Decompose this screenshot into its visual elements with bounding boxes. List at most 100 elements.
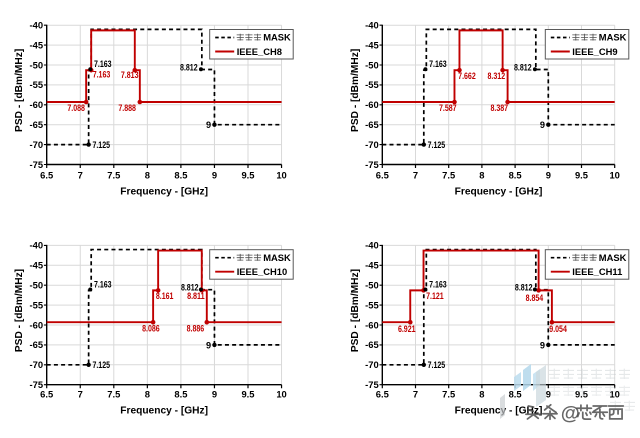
svg-text:7.121: 7.121 bbox=[426, 291, 444, 301]
svg-text:8.5: 8.5 bbox=[174, 170, 187, 181]
svg-text:-65: -65 bbox=[30, 339, 44, 350]
svg-text:9.5: 9.5 bbox=[241, 170, 254, 181]
svg-text:8.086: 8.086 bbox=[142, 324, 160, 334]
svg-text:9.5: 9.5 bbox=[575, 389, 588, 400]
svg-text:-45: -45 bbox=[30, 260, 44, 271]
svg-text:Frequency - [GHz]: Frequency - [GHz] bbox=[120, 187, 208, 198]
svg-text:7.088: 7.088 bbox=[67, 103, 85, 113]
svg-text:-75: -75 bbox=[365, 159, 379, 170]
svg-text:7: 7 bbox=[413, 170, 418, 181]
svg-text:10: 10 bbox=[609, 170, 619, 181]
svg-text:-50: -50 bbox=[365, 59, 379, 70]
svg-text:-60: -60 bbox=[30, 99, 44, 110]
svg-text:-65: -65 bbox=[365, 119, 379, 130]
svg-text:9: 9 bbox=[546, 170, 551, 181]
svg-text:-65: -65 bbox=[365, 339, 379, 350]
svg-text:-75: -75 bbox=[365, 379, 379, 390]
svg-text:-45: -45 bbox=[365, 39, 379, 50]
svg-text:9: 9 bbox=[540, 120, 545, 130]
svg-text:7.5: 7.5 bbox=[442, 389, 455, 400]
svg-text:9.5: 9.5 bbox=[575, 170, 588, 181]
svg-text:9.5: 9.5 bbox=[241, 389, 254, 400]
svg-text:-70: -70 bbox=[365, 359, 379, 370]
svg-text:PSD - [dBm/MHz]: PSD - [dBm/MHz] bbox=[350, 49, 361, 132]
svg-text:7.163: 7.163 bbox=[429, 59, 447, 69]
svg-text:7.125: 7.125 bbox=[428, 140, 446, 150]
svg-text:MASK: MASK bbox=[599, 32, 627, 43]
svg-text:6.5: 6.5 bbox=[40, 389, 53, 400]
svg-text:-70: -70 bbox=[30, 359, 44, 370]
svg-text:7.5: 7.5 bbox=[107, 389, 120, 400]
svg-text:PSD - [dBm/MHz]: PSD - [dBm/MHz] bbox=[14, 49, 25, 132]
svg-text:9: 9 bbox=[546, 389, 551, 400]
svg-text:Frequency - [GHz]: Frequency - [GHz] bbox=[455, 405, 543, 416]
svg-text:-55: -55 bbox=[365, 79, 379, 90]
svg-text:-70: -70 bbox=[365, 139, 379, 150]
svg-text:8: 8 bbox=[479, 170, 484, 181]
svg-text:IEEE_CH9: IEEE_CH9 bbox=[572, 46, 617, 57]
svg-text:-65: -65 bbox=[30, 119, 44, 130]
svg-text:8: 8 bbox=[479, 389, 484, 400]
svg-text:9: 9 bbox=[540, 340, 545, 350]
svg-text:7.125: 7.125 bbox=[92, 140, 110, 150]
svg-text:8.886: 8.886 bbox=[187, 324, 205, 334]
svg-text:7.163: 7.163 bbox=[94, 279, 112, 289]
svg-text:10: 10 bbox=[276, 389, 286, 400]
svg-text:IEEE_CH11: IEEE_CH11 bbox=[572, 266, 622, 277]
svg-text:-40: -40 bbox=[30, 240, 44, 251]
svg-text:-70: -70 bbox=[30, 139, 44, 150]
svg-text:-75: -75 bbox=[30, 379, 44, 390]
svg-text:8.161: 8.161 bbox=[156, 291, 174, 301]
svg-text:-45: -45 bbox=[30, 39, 44, 50]
svg-text:6.5: 6.5 bbox=[40, 170, 53, 181]
svg-text:7.5: 7.5 bbox=[107, 170, 120, 181]
svg-text:-45: -45 bbox=[365, 260, 379, 271]
svg-text:-60: -60 bbox=[365, 319, 379, 330]
svg-text:8.387: 8.387 bbox=[491, 103, 509, 113]
svg-text:7.163: 7.163 bbox=[429, 279, 447, 289]
svg-text:8.812: 8.812 bbox=[181, 282, 199, 292]
svg-text:9: 9 bbox=[212, 389, 217, 400]
svg-text:8.312: 8.312 bbox=[488, 71, 506, 81]
svg-text:8.5: 8.5 bbox=[509, 389, 522, 400]
svg-text:MASK: MASK bbox=[263, 32, 291, 43]
svg-text:7: 7 bbox=[413, 389, 418, 400]
svg-text:7.163: 7.163 bbox=[94, 59, 112, 69]
svg-text:-60: -60 bbox=[30, 319, 44, 330]
svg-text:8.854: 8.854 bbox=[526, 293, 544, 303]
svg-text:-40: -40 bbox=[365, 240, 379, 251]
svg-text:7.125: 7.125 bbox=[428, 360, 446, 370]
svg-text:8.812: 8.812 bbox=[515, 282, 533, 292]
svg-text:-50: -50 bbox=[365, 280, 379, 291]
svg-text:9: 9 bbox=[206, 340, 211, 350]
svg-text:@: @ bbox=[561, 403, 580, 425]
svg-text:PSD - [dBm/MHz]: PSD - [dBm/MHz] bbox=[14, 269, 25, 352]
svg-text:10: 10 bbox=[609, 389, 619, 400]
svg-text:10: 10 bbox=[276, 170, 286, 181]
svg-text:9: 9 bbox=[206, 120, 211, 130]
svg-text:-60: -60 bbox=[365, 99, 379, 110]
svg-text:9.054: 9.054 bbox=[549, 324, 567, 334]
svg-text:-55: -55 bbox=[365, 299, 379, 310]
svg-text:6.5: 6.5 bbox=[376, 170, 389, 181]
svg-text:8: 8 bbox=[145, 170, 150, 181]
svg-text:-40: -40 bbox=[30, 20, 44, 31]
svg-text:7.125: 7.125 bbox=[92, 360, 110, 370]
svg-text:-75: -75 bbox=[30, 159, 44, 170]
svg-text:7.5: 7.5 bbox=[442, 170, 455, 181]
svg-text:PSD - [dBm/MHz]: PSD - [dBm/MHz] bbox=[350, 269, 361, 352]
svg-text:7.163: 7.163 bbox=[93, 69, 111, 79]
svg-text:8.5: 8.5 bbox=[174, 389, 187, 400]
svg-text:7.587: 7.587 bbox=[439, 103, 457, 113]
svg-text:6.5: 6.5 bbox=[376, 389, 389, 400]
svg-text:MASK: MASK bbox=[263, 252, 291, 263]
svg-text:9: 9 bbox=[212, 170, 217, 181]
svg-text:Frequency - [GHz]: Frequency - [GHz] bbox=[120, 405, 208, 416]
svg-text:7.888: 7.888 bbox=[118, 103, 136, 113]
svg-text:-40: -40 bbox=[365, 20, 379, 31]
svg-text:MASK: MASK bbox=[599, 252, 627, 263]
svg-text:8.812: 8.812 bbox=[514, 62, 532, 72]
svg-text:8.5: 8.5 bbox=[509, 170, 522, 181]
svg-text:7: 7 bbox=[78, 170, 83, 181]
svg-text:IEEE_CH8: IEEE_CH8 bbox=[237, 46, 282, 57]
